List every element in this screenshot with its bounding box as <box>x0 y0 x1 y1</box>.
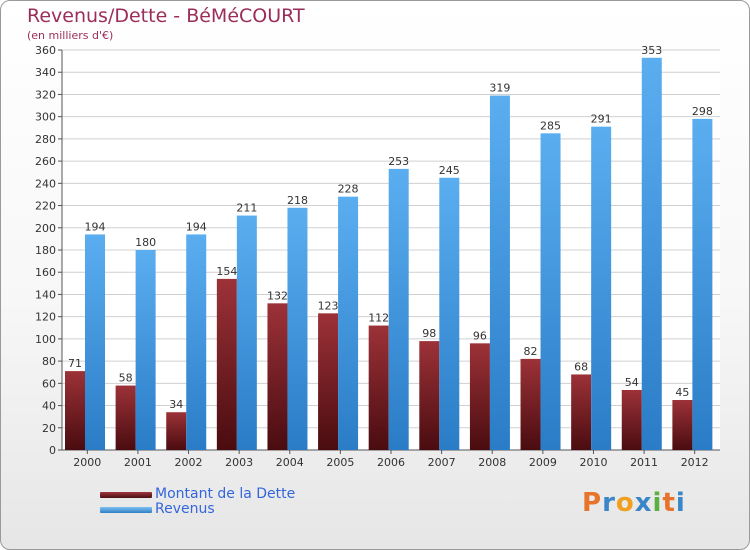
x-tick-label: 2012 <box>681 456 709 469</box>
y-tick-label: 20 <box>42 422 56 435</box>
data-label-revenus-2008: 319 <box>489 82 510 95</box>
data-label-revenus-2009: 285 <box>540 119 561 132</box>
y-tick-label: 360 <box>35 44 56 57</box>
y-tick-label: 120 <box>35 311 56 324</box>
y-tick-label: 260 <box>35 155 56 168</box>
y-tick-label: 340 <box>35 66 56 79</box>
y-tick-label: 320 <box>35 88 56 101</box>
data-label-revenus-2007: 245 <box>439 164 460 177</box>
bar-dette-2009 <box>520 358 541 450</box>
data-label-revenus-2003: 211 <box>236 202 257 215</box>
data-label-dette-2001: 58 <box>119 372 133 385</box>
bar-revenus-2009 <box>540 133 561 451</box>
y-tick-label: 0 <box>49 444 56 457</box>
bar-dette-2012 <box>672 400 693 450</box>
bar-dette-2001 <box>115 385 136 450</box>
data-label-dette-2008: 96 <box>473 329 487 342</box>
bar-dette-2000 <box>65 371 85 450</box>
bar-revenus-2002 <box>186 234 207 450</box>
bar-dette-2006 <box>368 325 389 450</box>
y-tick-label: 80 <box>42 355 56 368</box>
x-tick-label: 2006 <box>377 456 405 469</box>
x-tick-label: 2002 <box>175 456 203 469</box>
data-label-dette-2010: 68 <box>574 360 588 373</box>
bar-revenus-2005 <box>338 196 359 450</box>
y-tick-label: 240 <box>35 177 56 190</box>
x-tick-label: 2001 <box>124 456 152 469</box>
bar-dette-2002 <box>166 412 187 450</box>
bar-dette-2011 <box>621 390 642 450</box>
data-label-dette-2009: 82 <box>524 345 538 358</box>
data-label-dette-2007: 98 <box>422 327 436 340</box>
data-label-dette-2005: 123 <box>318 299 339 312</box>
logo-letter: x <box>634 488 653 518</box>
bar-revenus-2003 <box>236 215 257 450</box>
y-tick-label: 140 <box>35 288 56 301</box>
y-tick-label: 160 <box>35 266 56 279</box>
data-label-dette-2004: 132 <box>267 289 288 302</box>
logo-letter: r <box>602 488 616 518</box>
bar-dette-2005 <box>318 313 339 450</box>
x-tick-label: 2011 <box>630 456 658 469</box>
y-tick-label: 100 <box>35 333 56 346</box>
data-label-revenus-2011: 353 <box>641 44 662 57</box>
logo-letter: P <box>582 488 603 518</box>
bar-revenus-2008 <box>489 95 510 451</box>
bar-revenus-2007 <box>439 177 460 450</box>
bar-dette-2010 <box>571 374 592 450</box>
data-label-revenus-2005: 228 <box>338 183 359 196</box>
legend-label-dette: Montant de la Dette <box>155 486 296 502</box>
bar-dette-2003 <box>216 278 237 450</box>
data-label-revenus-2012: 298 <box>692 105 713 118</box>
data-label-revenus-2004: 218 <box>287 194 308 207</box>
x-tick-label: 2009 <box>529 456 557 469</box>
bar-revenus-2011 <box>641 57 662 451</box>
bar-revenus-2000 <box>85 234 105 450</box>
bar-dette-2004 <box>267 303 288 450</box>
logo-letter: i <box>652 488 663 518</box>
y-tick-label: 280 <box>35 133 56 146</box>
x-tick-label: 2004 <box>276 456 304 469</box>
bar-dette-2007 <box>419 341 440 450</box>
bar-dette-2008 <box>469 343 490 450</box>
bar-revenus-2004 <box>287 207 308 450</box>
data-label-dette-2000: 71 <box>68 357 82 370</box>
x-tick-label: 2010 <box>579 456 607 469</box>
x-tick-label: 2005 <box>326 456 354 469</box>
y-tick-label: 60 <box>42 377 56 390</box>
legend-label-revenus: Revenus <box>155 501 215 517</box>
y-tick-label: 200 <box>35 222 56 235</box>
bar-revenus-2012 <box>692 118 713 450</box>
proxiti-logo: Proxiti <box>582 488 686 518</box>
logo-letter: i <box>675 488 686 518</box>
data-label-revenus-2006: 253 <box>388 155 409 168</box>
chart-subtitle: (en milliers d'€) <box>27 29 114 42</box>
x-tick-label: 2007 <box>428 456 456 469</box>
legend-swatch-dette <box>100 492 152 498</box>
x-tick-label: 2000 <box>73 456 101 469</box>
chart-title: Revenus/Dette - BéMéCOURT <box>27 5 305 27</box>
data-label-revenus-2001: 180 <box>135 236 156 249</box>
data-label-revenus-2010: 291 <box>591 113 612 126</box>
legend-swatch-revenus <box>100 507 152 513</box>
data-label-dette-2002: 34 <box>169 398 183 411</box>
logo-letter: t <box>662 488 676 518</box>
y-tick-label: 180 <box>35 244 56 257</box>
logo-letter: o <box>615 488 635 518</box>
bar-revenus-2001 <box>135 250 156 450</box>
data-label-dette-2006: 112 <box>368 312 389 325</box>
x-tick-label: 2008 <box>478 456 506 469</box>
data-label-dette-2011: 54 <box>625 376 639 389</box>
y-tick-label: 220 <box>35 200 56 213</box>
data-label-revenus-2000: 194 <box>85 220 106 233</box>
y-tick-label: 300 <box>35 111 56 124</box>
y-tick-label: 40 <box>42 400 56 413</box>
bar-revenus-2010 <box>591 126 612 451</box>
data-label-dette-2012: 45 <box>675 386 689 399</box>
data-label-dette-2003: 154 <box>216 265 237 278</box>
data-label-revenus-2002: 194 <box>186 220 207 233</box>
bar-revenus-2006 <box>388 168 409 450</box>
x-tick-label: 2003 <box>225 456 253 469</box>
